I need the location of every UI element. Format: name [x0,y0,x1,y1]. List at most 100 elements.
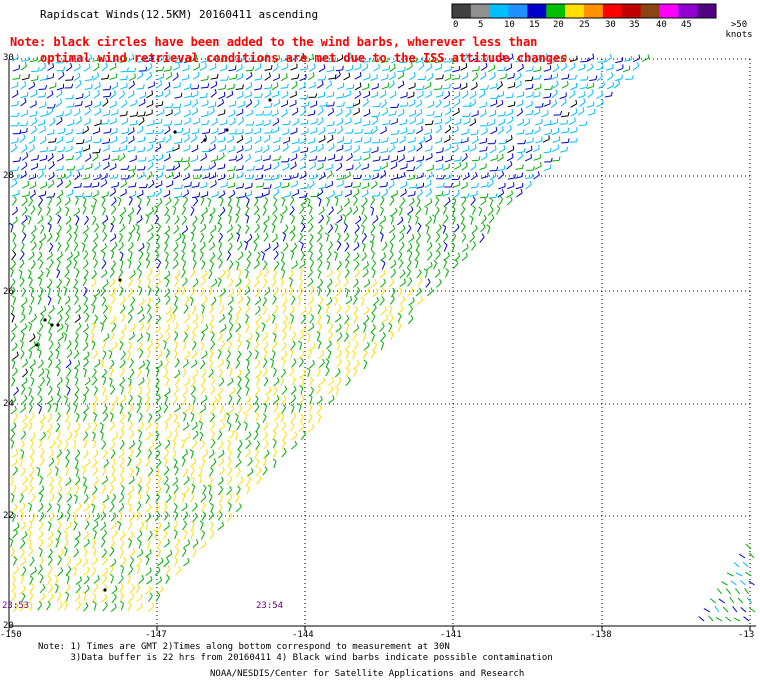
wind-barb-flag [97,190,99,195]
wind-barb-flag [237,448,241,453]
wind-barb-flag [601,91,603,96]
wind-barb-flag [289,313,294,318]
wind-barb-flag [131,368,135,373]
wind-barb-flag [265,268,269,273]
wind-barb-flag [91,75,94,80]
wind-barb [316,407,322,414]
wind-barb [210,159,218,163]
wind-barb [164,391,171,397]
wind-barb [282,146,289,152]
wind-barb [309,165,316,170]
wind-barb-flag [264,196,269,201]
wind-barb [300,150,308,153]
wind-barb [138,351,144,359]
wind-barb [444,200,451,207]
wind-barb [416,186,424,189]
wind-barb [335,290,342,297]
wind-barb [38,168,46,171]
wind-barb-flag [47,521,52,525]
wind-barb-flag [77,476,81,481]
wind-barb-flag [338,278,341,283]
wind-barb-flag [451,242,455,246]
wind-barb [353,199,358,206]
wind-barb-flag [182,411,187,416]
wind-barb [173,245,179,252]
wind-barb [12,370,18,377]
wind-barb [632,65,639,71]
wind-barb [290,424,295,432]
wind-barb [200,273,207,279]
wind-barb-flag [210,368,214,373]
wind-barb-flag [91,503,95,507]
wind-barb [408,308,413,315]
wind-barb [30,298,35,305]
wind-barb-flag [52,493,55,498]
wind-barb-flag [41,368,45,373]
wind-barb [37,208,42,216]
wind-barb-flag [277,161,280,166]
wind-barb-flag [321,188,324,193]
wind-barb-flag [363,232,367,237]
wind-barb-flag [338,304,342,309]
wind-barb [138,495,142,503]
wind-barb [94,362,101,368]
lat-lon-grid [8,58,751,627]
wind-barb-flag [51,107,54,112]
wind-barb [93,516,100,522]
wind-barb [182,425,189,431]
wind-barb [146,351,151,359]
wind-barb-flag [178,404,181,409]
wind-barb-flag [12,295,16,299]
wind-barb-flag [221,340,226,345]
wind-barb [56,193,64,199]
wind-barb [298,208,305,215]
wind-barb-flag [293,225,296,230]
wind-barb [471,69,479,72]
wind-barb [551,92,558,99]
wind-barb-flag [236,205,241,210]
wind-barb [325,369,330,377]
wind-barb [127,495,132,503]
wind-barb [579,86,587,90]
wind-barb [109,77,117,80]
wind-barb-flag [76,386,80,391]
wind-barb [93,141,101,144]
wind-barb [499,76,507,80]
wind-barb [579,101,586,107]
wind-barb-flag [12,278,16,283]
wind-barb-flag [486,127,488,132]
wind-barb [119,148,127,152]
wind-barb-flag [284,322,288,327]
wind-barb [291,361,297,368]
wind-barb [48,141,56,143]
wind-barb-flag [292,231,296,236]
wind-barb [353,111,360,116]
wind-barb [91,489,98,496]
wind-barb [201,504,206,512]
wind-barb-flag [334,385,339,389]
wind-barb [309,104,317,108]
wind-barb [20,60,29,62]
wind-barb [461,199,467,206]
wind-barb-flag [157,449,161,454]
wind-barb [66,489,72,495]
wind-barb [290,416,297,423]
wind-barb [66,407,71,415]
wind-barb-flag [209,323,214,327]
wind-barb [587,57,594,62]
wind-barb [37,334,41,342]
wind-barb [111,245,118,251]
wind-barb-flag [142,116,145,122]
wind-barb [244,371,251,378]
wind-barb [408,237,415,243]
wind-barb [417,225,422,233]
wind-barb-flag [203,223,207,228]
wind-barb [127,352,131,360]
wind-barb [262,148,270,154]
wind-barb [46,270,50,278]
wind-barb-flag [360,296,365,300]
wind-barb-flag [430,90,432,95]
wind-barb [128,185,136,188]
wind-barb-flag [122,350,126,355]
wind-barb-flag [165,206,169,211]
